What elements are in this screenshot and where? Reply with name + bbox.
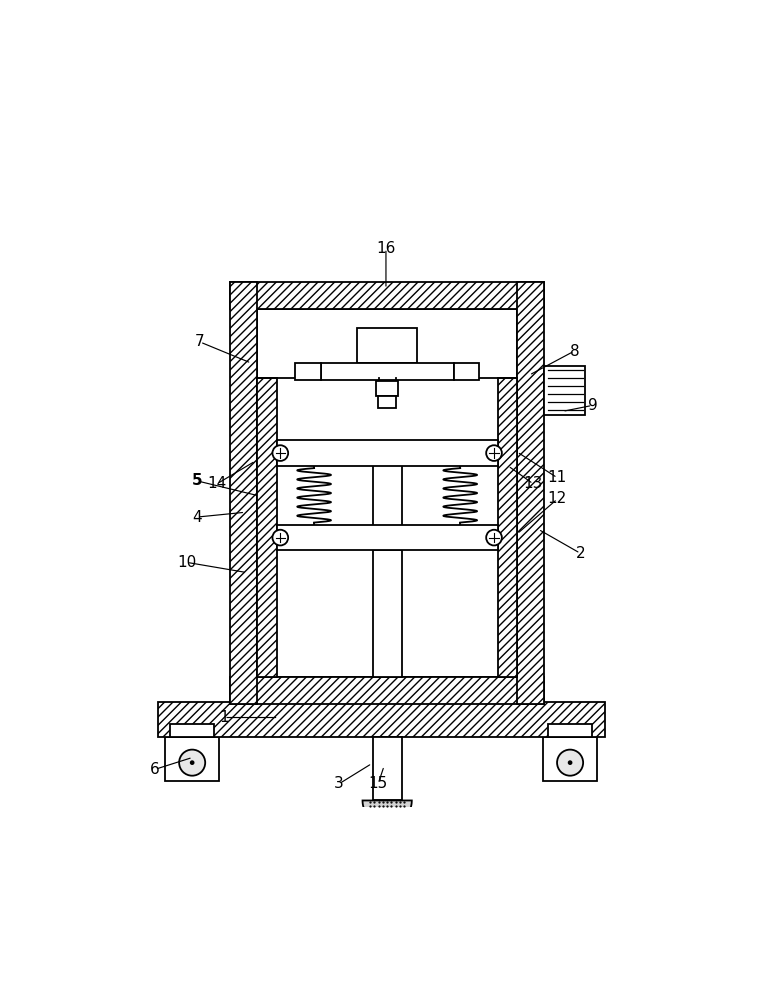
Text: 12: 12 (548, 491, 567, 506)
Bar (372, 737, 402, 800)
Text: 9: 9 (587, 398, 597, 413)
Text: 1: 1 (220, 710, 229, 725)
Text: 11: 11 (548, 470, 567, 485)
Text: 3: 3 (334, 776, 344, 791)
Text: 2: 2 (576, 546, 585, 561)
Text: 16: 16 (376, 241, 396, 256)
Text: 4: 4 (192, 510, 202, 525)
Text: 13: 13 (523, 476, 543, 491)
Circle shape (179, 750, 205, 776)
Circle shape (568, 760, 573, 765)
Bar (372, 550, 402, 677)
Bar (231, 282, 257, 704)
Bar (498, 378, 517, 677)
Circle shape (273, 445, 288, 461)
Bar (165, 737, 220, 781)
Circle shape (486, 530, 502, 545)
Polygon shape (362, 800, 412, 825)
Text: 6: 6 (150, 762, 160, 777)
Text: 10: 10 (177, 555, 196, 570)
Bar (277, 440, 498, 466)
Bar (157, 702, 605, 737)
Bar (321, 363, 453, 380)
Bar (378, 396, 397, 408)
Bar (295, 363, 321, 380)
Bar (357, 328, 418, 363)
Bar (257, 309, 517, 677)
Bar (170, 724, 214, 737)
Circle shape (273, 530, 288, 545)
Bar (277, 525, 498, 550)
Bar (376, 381, 398, 396)
Bar (453, 363, 479, 380)
Circle shape (190, 760, 195, 765)
Text: 8: 8 (569, 344, 579, 359)
Bar (231, 282, 544, 309)
Text: 14: 14 (207, 476, 227, 491)
Bar (543, 737, 597, 781)
Bar (548, 724, 593, 737)
Bar (231, 677, 544, 704)
Bar (517, 282, 544, 704)
Circle shape (486, 445, 502, 461)
Bar (257, 378, 277, 677)
Text: 7: 7 (196, 334, 205, 349)
Text: 5: 5 (192, 473, 203, 488)
Bar (544, 366, 585, 415)
Text: 15: 15 (368, 776, 388, 791)
Circle shape (557, 750, 583, 776)
